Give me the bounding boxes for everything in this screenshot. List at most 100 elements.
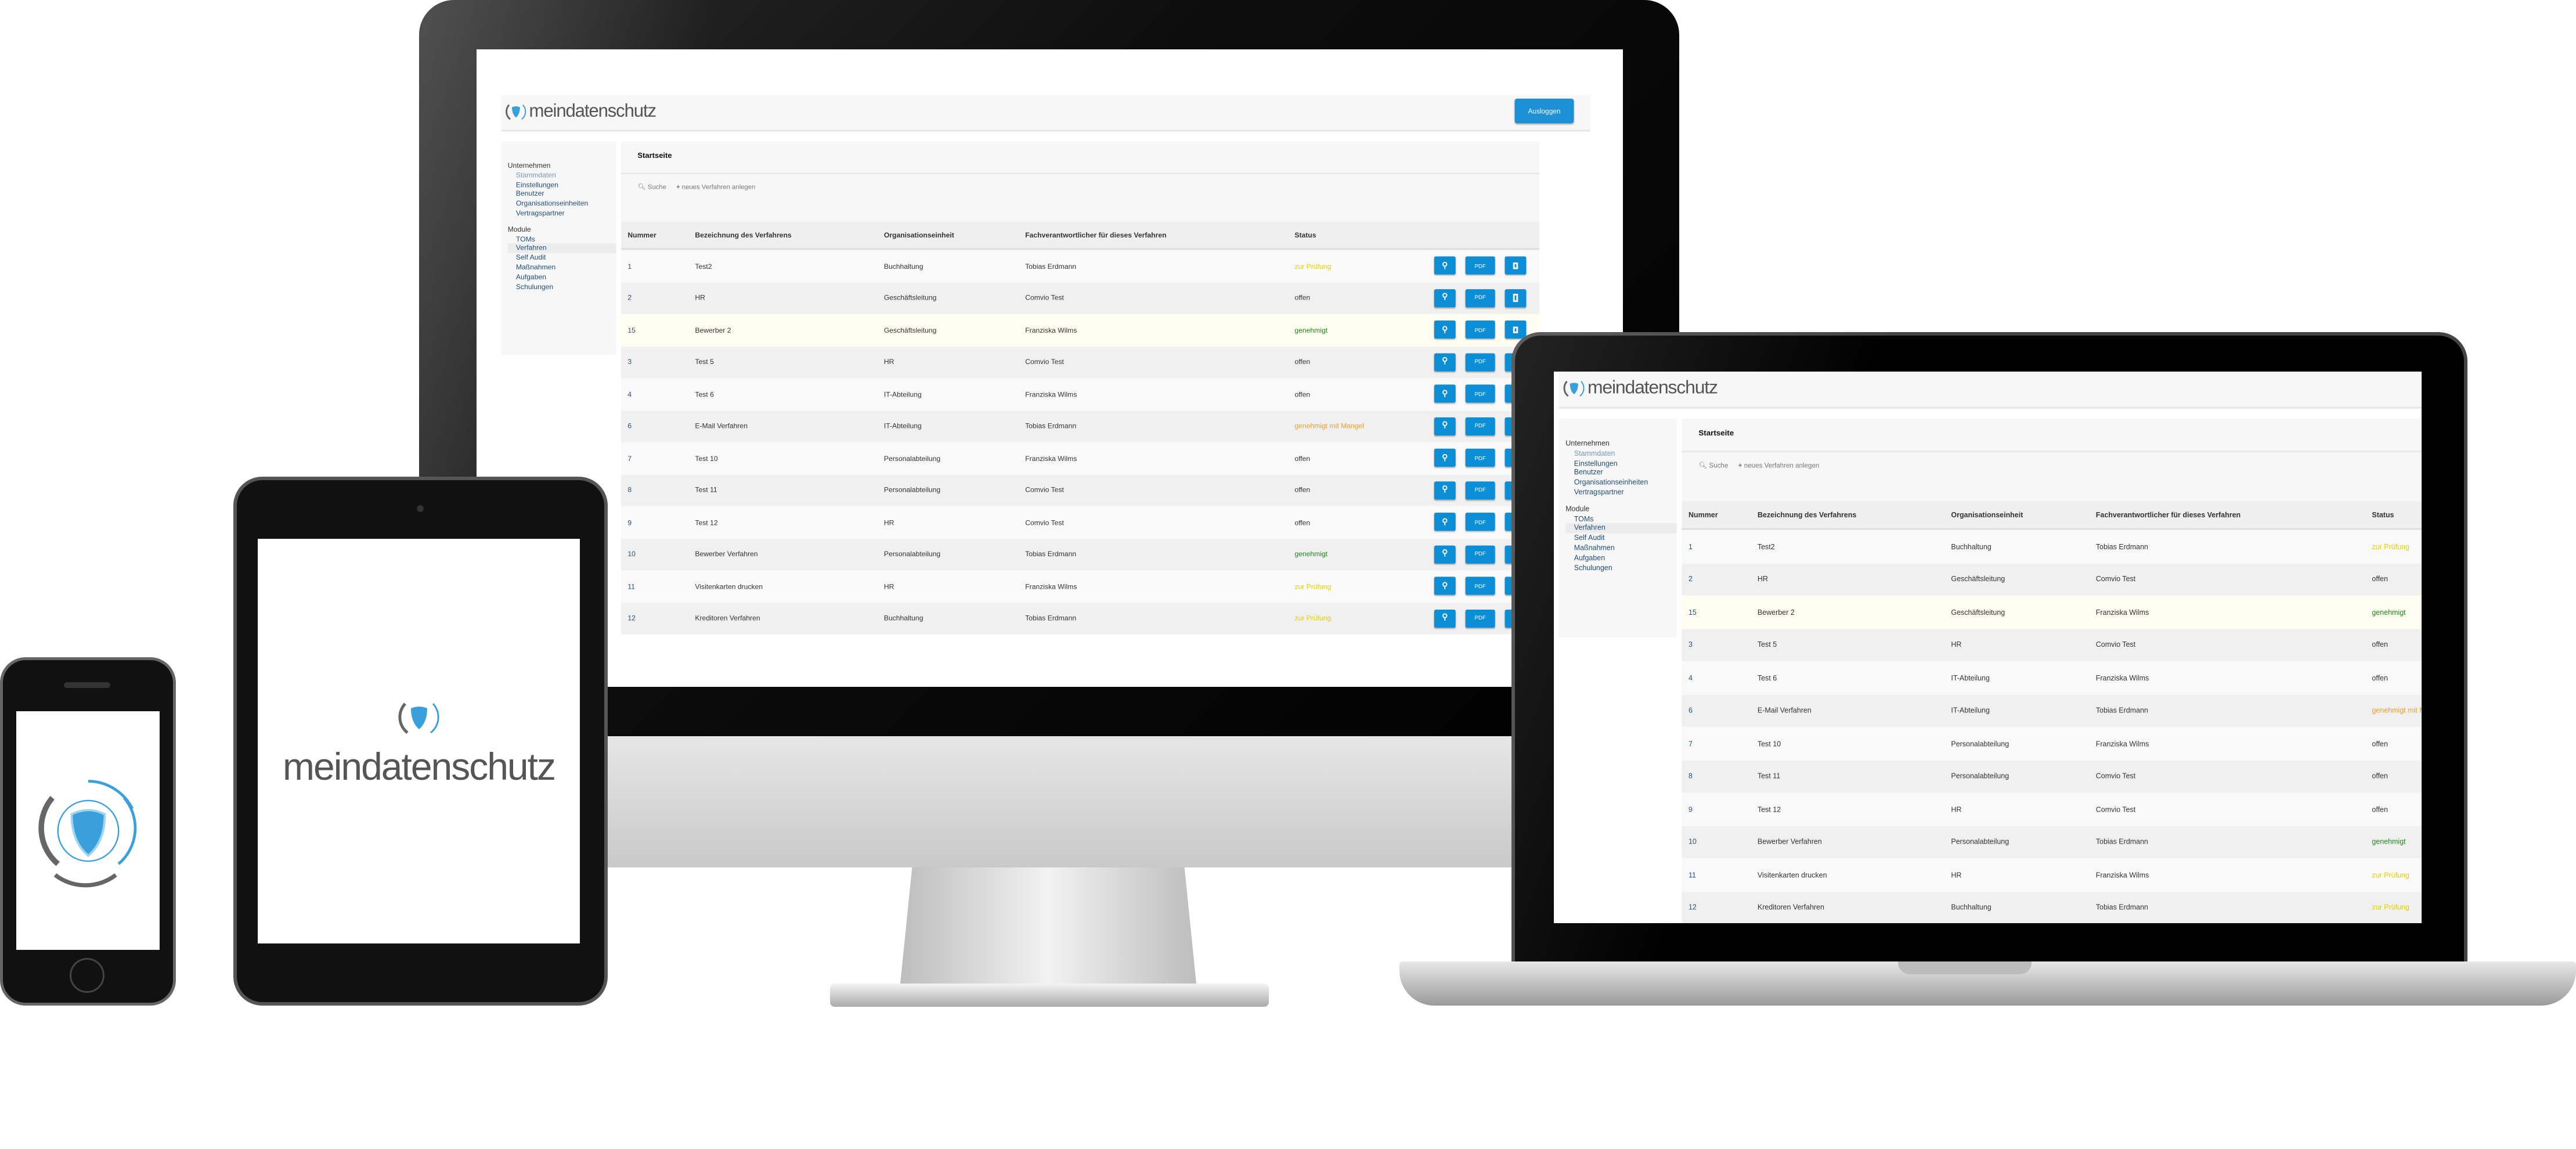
- new-procedure-button[interactable]: + neues Verfahren anlegen: [676, 182, 755, 190]
- pdf-button[interactable]: PDF: [1465, 352, 1495, 372]
- sidebar-item[interactable]: Self Audit: [1574, 533, 1605, 542]
- cell-org: IT-Abteilung: [883, 390, 922, 398]
- sidebar-item[interactable]: Maßnahmen: [1574, 543, 1615, 552]
- column-header[interactable]: Bezeichnung des Verfahrens: [1757, 510, 1857, 519]
- search-button[interactable]: 🔍︎ Suche: [1698, 461, 1728, 470]
- sidebar-item[interactable]: Vertragspartner: [1574, 488, 1624, 496]
- sidebar-item[interactable]: Benutzer: [515, 189, 544, 198]
- pdf-button[interactable]: PDF: [1465, 289, 1495, 307]
- sidebar-item[interactable]: Verfahren: [1565, 524, 1677, 534]
- table-row[interactable]: 7 Test 10 Personalabteilung Franziska Wilms…: [621, 442, 1540, 474]
- view-button[interactable]: ⚲: [1434, 385, 1456, 404]
- column-header[interactable]: Nummer: [1689, 510, 1718, 519]
- table-row[interactable]: 6 E-Mail Verfahren IT-Abteilung Tobias Erdm…: [1682, 694, 2422, 727]
- sidebar-item[interactable]: Einstellungen: [1574, 458, 1618, 467]
- pdf-button[interactable]: PDF: [1465, 257, 1495, 275]
- sidebar-item[interactable]: Aufgaben: [515, 272, 547, 281]
- view-button[interactable]: ⚲: [1434, 513, 1456, 532]
- column-header[interactable]: Fachverantwortlicher für dieses Verfahre…: [2095, 510, 2241, 519]
- view-button[interactable]: ⚲: [1434, 289, 1456, 307]
- column-header[interactable]: Status: [1294, 230, 1316, 239]
- logo[interactable]: meindatenschutz: [504, 100, 656, 124]
- cell-bezeichnung: Visitenkarten drucken: [1757, 870, 1827, 879]
- view-button[interactable]: ⚲: [1434, 609, 1456, 628]
- column-header[interactable]: Nummer: [627, 230, 656, 239]
- view-button[interactable]: ⚲: [1434, 481, 1456, 499]
- cell-nummer: 7: [1689, 739, 1693, 748]
- delete-button[interactable]: [1505, 289, 1527, 307]
- view-button[interactable]: ⚲: [1434, 257, 1456, 275]
- pdf-button[interactable]: PDF: [1465, 417, 1495, 435]
- sidebar-item[interactable]: Organisationseinheiten: [515, 199, 589, 208]
- cell-nummer: 6: [1689, 706, 1693, 715]
- table-row[interactable]: 8 Test 11 Personalabteilung Comvio Test offe…: [621, 474, 1540, 506]
- sidebar-item[interactable]: Aufgaben: [1574, 553, 1606, 562]
- view-button[interactable]: ⚲: [1434, 352, 1456, 372]
- table-row[interactable]: 7 Test 10 Personalabteilung Franziska Wilms…: [1682, 726, 2422, 760]
- table-row[interactable]: 11 Visitenkarten drucken HR Franziska Wilms…: [621, 570, 1540, 603]
- sidebar-item[interactable]: Verfahren: [507, 244, 616, 254]
- cell-org: HR: [883, 358, 894, 366]
- column-header[interactable]: Organisationseinheit: [883, 230, 954, 239]
- table-row[interactable]: 12 Kreditoren Verfahren Buchhaltung Tobias …: [1682, 891, 2422, 923]
- sidebar-item[interactable]: Stammdaten: [515, 170, 556, 179]
- table-row[interactable]: 11 Visitenkarten drucken HR Franziska Wilms…: [1682, 858, 2422, 891]
- sidebar-item[interactable]: Schulungen: [515, 282, 554, 290]
- view-button[interactable]: ⚲: [1434, 545, 1456, 564]
- table-row[interactable]: 15 Bewerber 2 Geschäftsleitung Franziska Wi…: [621, 314, 1540, 346]
- sidebar-item[interactable]: TOMs: [515, 234, 535, 243]
- logout-button[interactable]: Ausloggen: [1514, 98, 1574, 124]
- view-button[interactable]: ⚲: [1434, 417, 1456, 435]
- column-header[interactable]: Organisationseinheit: [1951, 510, 2023, 519]
- table-row[interactable]: 6 E-Mail Verfahren IT-Abteilung Tobias Erdm…: [621, 410, 1540, 442]
- sidebar-item[interactable]: Stammdaten: [1574, 448, 1615, 458]
- sidebar-item[interactable]: Maßnahmen: [515, 262, 556, 271]
- status-label: offen: [2372, 640, 2388, 649]
- cell-bezeichnung: Test 6: [1757, 673, 1777, 682]
- pdf-button[interactable]: PDF: [1465, 385, 1495, 404]
- table-row[interactable]: 10 Bewerber Verfahren Personalabteilung Tob…: [621, 538, 1540, 571]
- table-row[interactable]: 12 Kreditoren Verfahren Buchhaltung Tobias …: [621, 602, 1540, 635]
- sidebar-item[interactable]: Einstellungen: [515, 180, 558, 189]
- new-procedure-button[interactable]: + neues Verfahren anlegen: [1738, 461, 1820, 470]
- sidebar-item[interactable]: Organisationseinheiten: [1574, 478, 1648, 487]
- sidebar-item[interactable]: Benutzer: [1574, 468, 1603, 477]
- table-row[interactable]: 10 Bewerber Verfahren Personalabteilung Tob…: [1682, 825, 2422, 859]
- pdf-button[interactable]: PDF: [1465, 545, 1495, 564]
- column-header[interactable]: Bezeichnung des Verfahrens: [695, 230, 792, 239]
- table-row[interactable]: 1 Test2 Buchhaltung Tobias Erdmann zur Prüfu…: [1682, 530, 2422, 563]
- table-row[interactable]: 15 Bewerber 2 Geschäftsleitung Franziska Wi…: [1682, 595, 2422, 629]
- delete-button[interactable]: [1505, 320, 1527, 339]
- pdf-button[interactable]: PDF: [1465, 481, 1495, 499]
- cell-nummer: 7: [627, 453, 632, 463]
- pdf-button[interactable]: PDF: [1465, 449, 1495, 467]
- sidebar-item[interactable]: TOMs: [1574, 514, 1594, 523]
- pdf-button[interactable]: PDF: [1465, 609, 1495, 628]
- pdf-button[interactable]: PDF: [1465, 513, 1495, 532]
- cell-fachverantwortlicher: Franziska Wilms: [1025, 326, 1077, 334]
- pdf-button[interactable]: PDF: [1465, 577, 1495, 596]
- search-button[interactable]: 🔍︎ Suche: [637, 182, 666, 190]
- view-button[interactable]: ⚲: [1434, 320, 1456, 339]
- view-button[interactable]: ⚲: [1434, 449, 1456, 467]
- sidebar-item[interactable]: Schulungen: [1574, 563, 1612, 571]
- logo[interactable]: meindatenschutz: [1563, 377, 1718, 401]
- phone-home-button[interactable]: [70, 958, 104, 993]
- column-header[interactable]: Status: [2372, 510, 2394, 519]
- table-row[interactable]: 8 Test 11 Personalabteilung Comvio Test offe…: [1682, 759, 2422, 793]
- sidebar-item[interactable]: Self Audit: [515, 253, 546, 262]
- column-header[interactable]: Fachverantwortlicher für dieses Verfahre…: [1025, 230, 1167, 239]
- pdf-button[interactable]: PDF: [1465, 320, 1495, 339]
- sidebar-item[interactable]: Vertragspartner: [515, 208, 565, 217]
- view-button[interactable]: ⚲: [1434, 577, 1456, 596]
- delete-button[interactable]: [1505, 257, 1527, 275]
- table-row[interactable]: 1 Test2 Buchhaltung Tobias Erdmann zur Prüfu…: [621, 250, 1540, 282]
